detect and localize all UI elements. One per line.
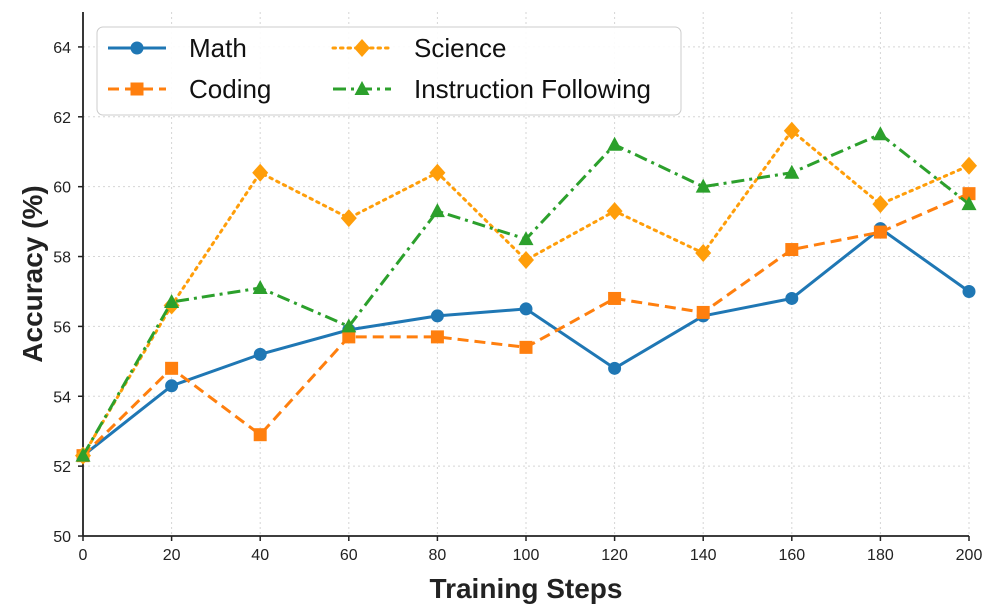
data-point-math (430, 309, 444, 323)
x-tick-label: 140 (690, 547, 717, 564)
x-tick-label: 0 (79, 547, 88, 564)
data-point-math (785, 291, 799, 305)
data-point-math (608, 361, 622, 375)
legend-item-math: Math (108, 33, 247, 63)
data-point-instruction-following (252, 279, 268, 294)
legend-marker-math (130, 41, 144, 55)
data-point-instruction-following (518, 231, 534, 246)
legend-item-instruction-following: Instruction Following (333, 74, 651, 104)
x-tick-label: 60 (340, 547, 358, 564)
data-point-coding (608, 291, 622, 305)
legend-label-instruction-following: Instruction Following (414, 74, 651, 104)
series-layer (75, 121, 977, 465)
x-tick-label: 160 (778, 547, 805, 564)
y-tick-label: 50 (53, 529, 71, 546)
legend-marker-coding (130, 82, 144, 96)
data-point-coding (342, 330, 356, 344)
data-point-instruction-following (695, 178, 711, 193)
data-point-science (429, 163, 446, 182)
legend-marker-science (354, 39, 370, 57)
x-axis-title: Training Steps (430, 573, 623, 604)
data-point-coding (873, 225, 887, 239)
legend-box (96, 26, 682, 116)
data-point-math (962, 284, 976, 298)
x-tick-label: 200 (956, 547, 983, 564)
grid (83, 12, 970, 536)
legend-item-coding: Coding (108, 74, 271, 104)
data-point-math (519, 302, 533, 316)
data-point-coding (785, 243, 799, 257)
data-point-instruction-following (784, 164, 800, 179)
y-tick-label: 54 (53, 389, 71, 406)
data-point-math (253, 347, 267, 361)
data-point-science (340, 209, 357, 228)
data-point-science (518, 251, 534, 270)
data-point-coding (165, 361, 179, 375)
y-tick-label: 60 (53, 180, 71, 197)
x-tick-label: 120 (601, 547, 628, 564)
x-tick-label: 20 (163, 547, 181, 564)
data-point-instruction-following (164, 293, 180, 308)
data-point-science (961, 156, 977, 175)
data-point-science (695, 244, 712, 263)
series-coding (76, 187, 976, 463)
data-point-instruction-following (75, 447, 91, 462)
data-point-instruction-following (341, 318, 357, 333)
data-point-science (606, 202, 623, 221)
legend-label-math: Math (189, 33, 247, 63)
y-tick-label: 52 (53, 459, 71, 476)
axes: 0 20 40 60 80 100 120 140 160 180 200 50 52 54 56 58 60 6… (53, 12, 982, 564)
x-tick-label: 40 (251, 547, 269, 564)
legend-item-science: Science (331, 33, 507, 63)
y-tick-label: 56 (53, 319, 71, 336)
x-tick-label: 180 (867, 547, 894, 564)
data-point-coding (430, 330, 444, 344)
y-tick-label: 58 (53, 250, 71, 267)
x-tick-label: 100 (513, 547, 540, 564)
legend-marker-instruction-following (354, 81, 370, 95)
data-point-coding (962, 187, 976, 201)
x-tick-label: 80 (429, 547, 447, 564)
y-tick-label: 64 (53, 40, 71, 57)
data-point-coding (696, 305, 710, 319)
series-instruction-following (75, 126, 977, 462)
y-axis-title: Accuracy (%) (17, 185, 48, 362)
data-point-coding (253, 428, 267, 442)
data-point-instruction-following (961, 196, 977, 211)
data-point-instruction-following (872, 126, 888, 141)
y-tick-label: 62 (53, 110, 71, 127)
legend: Math Coding Science Instruction Following (96, 26, 682, 116)
data-point-science (783, 121, 800, 140)
data-point-science (252, 163, 269, 182)
data-point-instruction-following (429, 203, 445, 218)
data-point-science (872, 195, 889, 214)
legend-label-science: Science (414, 33, 507, 63)
data-point-instruction-following (607, 136, 623, 151)
data-point-coding (519, 340, 533, 354)
data-point-math (165, 379, 179, 393)
series-line-science (81, 128, 971, 458)
legend-label-coding: Coding (189, 74, 271, 104)
